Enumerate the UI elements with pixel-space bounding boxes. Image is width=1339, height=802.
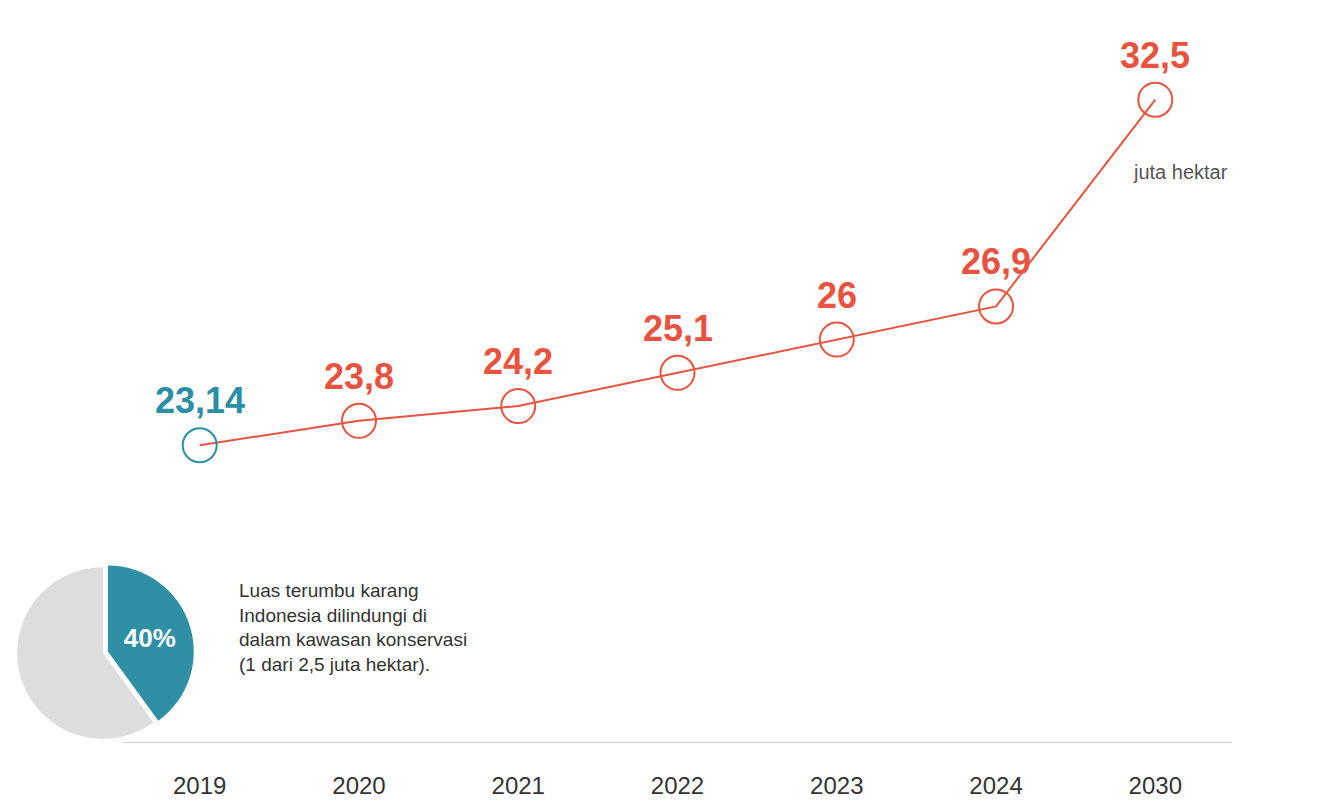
svg-text:juta hektar: juta hektar (1133, 161, 1228, 183)
svg-text:2020: 2020 (332, 772, 385, 799)
svg-text:23,14: 23,14 (155, 380, 245, 421)
svg-text:Luas terumbu karangIndonesia d: Luas terumbu karangIndonesia dilindungi … (239, 580, 467, 675)
svg-text:40%: 40% (124, 623, 176, 653)
svg-text:2030: 2030 (1129, 772, 1182, 799)
svg-text:23,8: 23,8 (324, 356, 394, 397)
svg-text:2022: 2022 (651, 772, 704, 799)
svg-text:32,5: 32,5 (1120, 35, 1190, 76)
svg-text:2021: 2021 (492, 772, 545, 799)
svg-text:25,1: 25,1 (643, 308, 713, 349)
svg-text:2023: 2023 (810, 772, 863, 799)
svg-text:24,2: 24,2 (483, 341, 553, 382)
svg-text:2024: 2024 (969, 772, 1022, 799)
svg-text:26,9: 26,9 (961, 241, 1031, 282)
svg-text:26: 26 (817, 275, 857, 316)
svg-text:2019: 2019 (173, 772, 226, 799)
